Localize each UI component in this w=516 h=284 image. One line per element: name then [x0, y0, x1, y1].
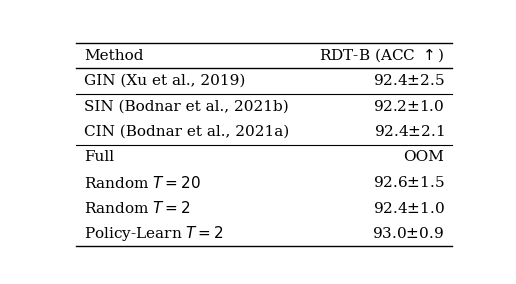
Text: SIN (Bodnar et al., 2021b): SIN (Bodnar et al., 2021b)	[85, 99, 289, 113]
Text: Random $T = 2$: Random $T = 2$	[85, 200, 191, 216]
Text: OOM: OOM	[404, 150, 444, 164]
Text: 92.2$\pm$1.0: 92.2$\pm$1.0	[373, 99, 444, 114]
Text: 92.4$\pm$2.5: 92.4$\pm$2.5	[373, 74, 444, 88]
Text: Policy-Learn $T = 2$: Policy-Learn $T = 2$	[85, 224, 224, 243]
Text: 92.4$\pm$1.0: 92.4$\pm$1.0	[373, 201, 444, 216]
Text: CIN (Bodnar et al., 2021a): CIN (Bodnar et al., 2021a)	[85, 125, 290, 139]
Text: Full: Full	[85, 150, 115, 164]
Text: 93.0$\pm$0.9: 93.0$\pm$0.9	[373, 226, 444, 241]
Text: 92.6$\pm$1.5: 92.6$\pm$1.5	[373, 175, 444, 190]
Text: RDT-B (ACC $\uparrow$): RDT-B (ACC $\uparrow$)	[319, 47, 444, 64]
Text: Random $T = 20$: Random $T = 20$	[85, 175, 202, 191]
Text: GIN (Xu et al., 2019): GIN (Xu et al., 2019)	[85, 74, 246, 88]
Text: 92.4$\pm$2.1: 92.4$\pm$2.1	[374, 124, 444, 139]
Text: Method: Method	[85, 49, 144, 62]
